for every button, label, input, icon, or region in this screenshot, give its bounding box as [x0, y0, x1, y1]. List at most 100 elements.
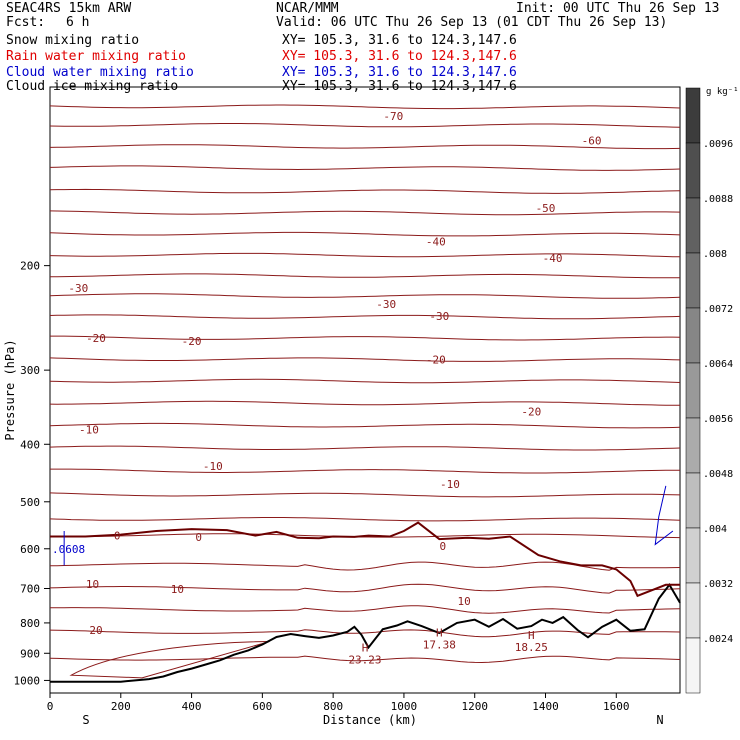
isotherm-line	[49, 293, 681, 299]
isotherm-label: -20	[182, 335, 202, 348]
isotherm-label: -20	[426, 354, 446, 367]
isotherm-label: 10	[86, 578, 99, 591]
org-label: NCAR/MMM	[276, 1, 339, 16]
init-time: Init: 00 UTC Thu 26 Sep 13	[516, 1, 720, 16]
colorbar-label: .0088	[703, 194, 733, 205]
colorbar-swatch	[685, 527, 701, 584]
isotherm-line	[49, 314, 681, 320]
field-name-cloud-water: Cloud water mixing ratio	[6, 65, 194, 80]
isotherm-label: -40	[543, 252, 563, 265]
colorbar-label: .004	[703, 524, 727, 535]
isotherm-line	[50, 335, 681, 341]
field-xy-snow: XY= 105.3, 31.6 to 124.3,147.6	[282, 33, 517, 48]
colorbar: .0096 .0088 .008 .0072 .0064 .0056 .0048 .004 .0…	[685, 87, 733, 694]
isotherm-line	[49, 492, 681, 498]
field-xy-rain: XY= 105.3, 31.6 to 124.3,147.6	[282, 49, 517, 64]
isotherm-label: -10	[440, 478, 460, 491]
x-tick-label: 800	[323, 700, 343, 713]
isotherm-line	[49, 533, 681, 539]
isotherm-line	[49, 165, 681, 171]
x-tick-label: 400	[182, 700, 202, 713]
isotherm-label: -70	[383, 110, 403, 123]
isotherm-label: 20	[89, 624, 102, 637]
colorbar-label: .0056	[703, 414, 733, 425]
x-end-label-right: N	[656, 713, 663, 727]
colorbar-label: .0064	[703, 359, 733, 370]
colorbar-unit: g kg⁻¹	[706, 87, 739, 97]
valid-time: Valid: 06 UTC Thu 26 Sep 13 (01 CDT Thu …	[276, 15, 668, 30]
extremum-value: 23.23	[348, 653, 381, 666]
isotherm-line	[49, 188, 681, 194]
x-tick-label: 1600	[603, 700, 630, 713]
y-axis-label: Pressure (hPa)	[3, 339, 17, 440]
isotherm-line	[49, 144, 681, 150]
colorbar-swatch	[685, 307, 701, 364]
extremum-marker: H	[436, 626, 443, 639]
isotherm-line	[49, 400, 680, 406]
colorbar-swatch	[685, 637, 701, 694]
y-tick-label: 500	[20, 496, 40, 509]
isotherm-line	[50, 273, 680, 279]
x-axis-label: Distance (km)	[323, 713, 417, 727]
colorbar-swatch	[685, 417, 701, 474]
colorbar-swatch	[685, 142, 701, 199]
isotherm-label: -20	[86, 332, 106, 345]
cloud-water-contour-right	[654, 485, 674, 546]
y-tick-label: 800	[20, 617, 40, 630]
fcst-value: 6 h	[66, 15, 90, 30]
isotherm-line	[49, 517, 681, 522]
isotherm-line	[49, 583, 681, 594]
isotherm-label: -10	[203, 460, 223, 473]
x-tick-label: 1200	[461, 700, 488, 713]
freezing-level-line	[50, 521, 680, 598]
isotherm-line	[49, 123, 681, 128]
extremum-value: 17.38	[423, 638, 456, 651]
colorbar-swatch	[685, 87, 701, 144]
isotherm-label: -10	[79, 424, 99, 437]
y-tick-label: 700	[20, 583, 40, 596]
x-end-label-left: S	[82, 713, 89, 727]
isotherm-lines	[49, 104, 681, 679]
colorbar-label: .0096	[703, 139, 733, 150]
isotherm-label: -50	[536, 202, 556, 215]
isotherm-label: -20	[521, 405, 541, 418]
field-name-snow: Snow mixing ratio	[6, 33, 140, 48]
x-tick-label: 200	[111, 700, 131, 713]
x-tick-label: 1000	[391, 700, 418, 713]
model-title: SEAC4RS 15km ARW	[6, 1, 132, 16]
isotherm-label: 0	[440, 540, 447, 553]
colorbar-label: .0032	[703, 579, 733, 590]
field-xy-cloud-water: XY= 105.3, 31.6 to 124.3,147.6	[282, 65, 517, 80]
cloud-water-contours: .0608	[52, 485, 674, 566]
fcst-label: Fcst:	[6, 15, 46, 30]
isotherm-line	[49, 210, 681, 216]
terrain-line	[50, 583, 681, 683]
isotherm-label: -60	[582, 134, 602, 147]
isotherm-line	[49, 252, 681, 258]
colorbar-swatch	[685, 362, 701, 419]
y-tick-label: 200	[20, 260, 40, 273]
isotherm-line	[49, 655, 681, 664]
isotherm-line	[49, 605, 681, 614]
colorbar-swatch	[685, 252, 701, 309]
isotherm-label: 0	[195, 531, 202, 544]
isotherm-line	[49, 422, 681, 429]
colorbar-label: .0072	[703, 304, 733, 315]
field-name-rain: Rain water mixing ratio	[6, 49, 187, 64]
y-tick-label: 1000	[14, 674, 41, 687]
isotherm-label: -40	[426, 235, 446, 248]
colorbar-label: .0024	[703, 634, 733, 645]
y-tick-label: 300	[20, 364, 40, 377]
isotherm-line	[49, 445, 681, 451]
isotherm-label: -30	[376, 298, 396, 311]
colorbar-swatch	[685, 472, 701, 529]
x-tick-label: 1400	[532, 700, 559, 713]
isotherm-label: 0	[114, 530, 121, 543]
isotherm-line	[50, 468, 680, 474]
plot-frame	[49, 86, 681, 694]
extremum-marker: H	[528, 629, 535, 642]
x-tick-label: 600	[252, 700, 272, 713]
contour-labels: -70 -60 -50 -40 -40 -30 -30 -30 -20 -20 -20 -20 -10 -…	[68, 110, 601, 666]
